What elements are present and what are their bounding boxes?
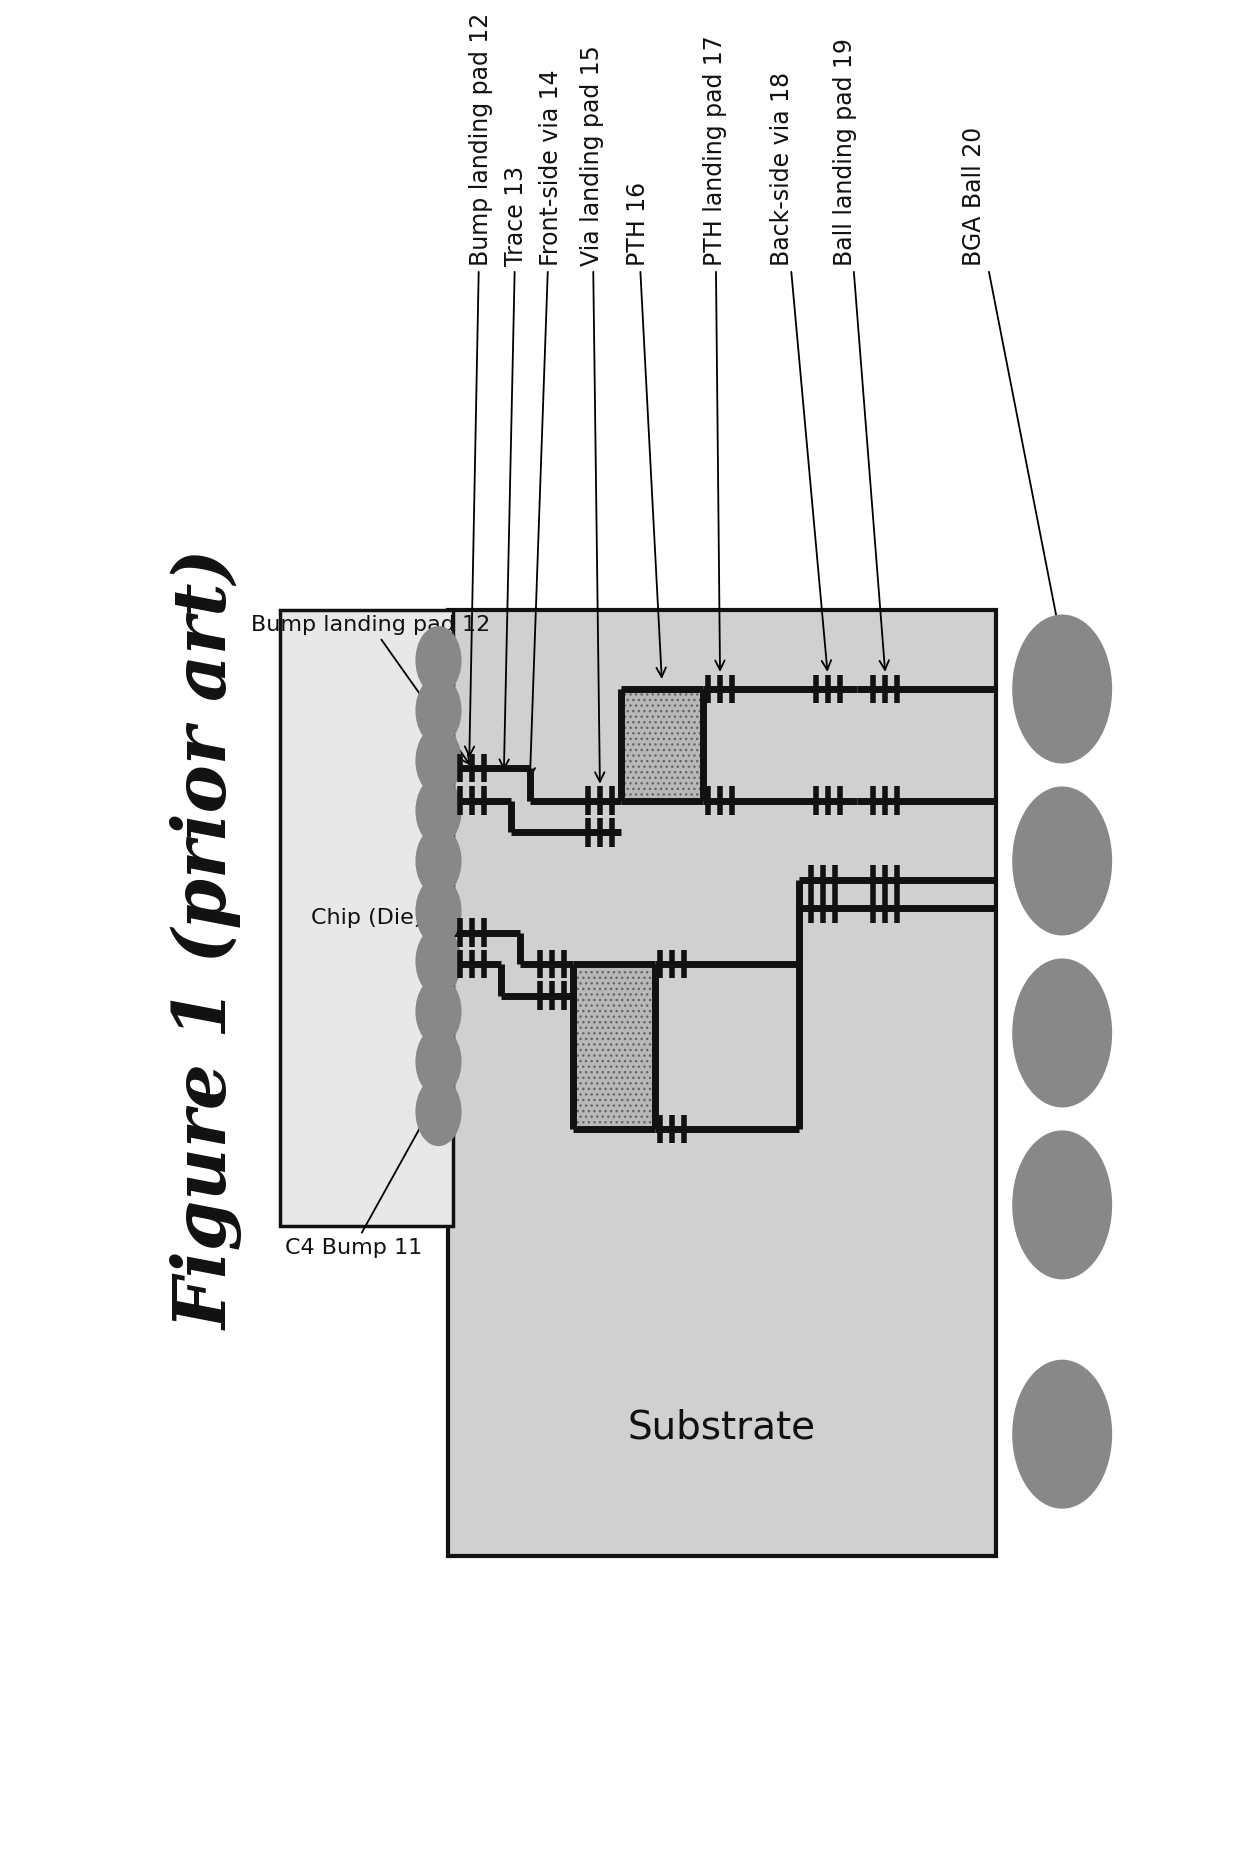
Circle shape xyxy=(415,726,461,795)
Text: Via landing pad 15: Via landing pad 15 xyxy=(580,45,604,782)
Circle shape xyxy=(415,826,461,895)
Text: PTH 16: PTH 16 xyxy=(626,182,666,677)
Circle shape xyxy=(415,1027,461,1096)
Text: Front-side via 14: Front-side via 14 xyxy=(526,69,563,778)
Circle shape xyxy=(415,776,461,845)
Bar xyxy=(280,610,453,1226)
Text: Substrate: Substrate xyxy=(627,1409,816,1446)
Ellipse shape xyxy=(1012,614,1112,763)
Text: Figure 1 (prior art): Figure 1 (prior art) xyxy=(172,549,244,1331)
Text: Ball landing pad 19: Ball landing pad 19 xyxy=(832,39,889,670)
Circle shape xyxy=(415,977,461,1046)
Bar xyxy=(621,689,703,800)
Bar xyxy=(448,610,996,1556)
Text: Back-side via 18: Back-side via 18 xyxy=(770,73,831,670)
Text: Bump landing pad 12: Bump landing pad 12 xyxy=(250,614,490,763)
Bar xyxy=(573,964,655,1130)
Ellipse shape xyxy=(1012,1130,1112,1279)
Ellipse shape xyxy=(1012,787,1112,936)
Ellipse shape xyxy=(1012,1360,1112,1509)
Text: BGA Ball 20: BGA Ball 20 xyxy=(962,127,1064,642)
Circle shape xyxy=(415,625,461,694)
Text: Bump landing pad 12: Bump landing pad 12 xyxy=(465,13,494,756)
Circle shape xyxy=(415,877,461,945)
Circle shape xyxy=(415,927,461,996)
Text: PTH landing pad 17: PTH landing pad 17 xyxy=(703,35,727,670)
Text: Chip (Die): Chip (Die) xyxy=(311,908,422,929)
Ellipse shape xyxy=(1012,958,1112,1107)
Circle shape xyxy=(415,1078,461,1146)
Text: C4 Bump 11: C4 Bump 11 xyxy=(285,1117,427,1258)
Circle shape xyxy=(415,676,461,744)
Text: Trace 13: Trace 13 xyxy=(500,166,528,769)
